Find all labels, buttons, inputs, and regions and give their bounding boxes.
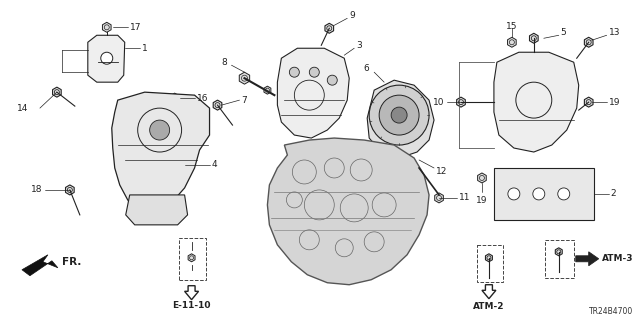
Circle shape — [533, 188, 545, 200]
Polygon shape — [584, 37, 593, 47]
Text: 19: 19 — [609, 98, 620, 107]
Polygon shape — [556, 248, 562, 256]
Text: 6: 6 — [364, 64, 369, 73]
Text: 15: 15 — [506, 22, 518, 31]
Text: 10: 10 — [433, 98, 444, 107]
Polygon shape — [482, 285, 496, 299]
Polygon shape — [584, 97, 593, 107]
Polygon shape — [457, 97, 465, 107]
Polygon shape — [486, 254, 492, 262]
Circle shape — [508, 188, 520, 200]
Polygon shape — [435, 193, 444, 203]
Text: 2: 2 — [611, 189, 616, 198]
Text: 17: 17 — [130, 23, 141, 32]
Circle shape — [289, 67, 300, 77]
Text: 4: 4 — [212, 160, 217, 169]
Polygon shape — [277, 48, 349, 138]
Text: 19: 19 — [476, 196, 488, 205]
Polygon shape — [88, 35, 125, 82]
Text: ATM-3: ATM-3 — [602, 254, 633, 263]
Polygon shape — [367, 80, 434, 158]
Polygon shape — [112, 92, 209, 215]
Bar — [545, 240, 573, 278]
Bar — [494, 168, 594, 220]
Circle shape — [150, 120, 170, 140]
Bar — [179, 238, 205, 280]
Polygon shape — [477, 173, 486, 183]
Circle shape — [327, 75, 337, 85]
Circle shape — [391, 107, 407, 123]
Text: 7: 7 — [241, 96, 247, 105]
Polygon shape — [268, 138, 429, 285]
Polygon shape — [184, 286, 198, 300]
Polygon shape — [52, 87, 61, 97]
Text: FR.: FR. — [62, 257, 81, 267]
Polygon shape — [188, 254, 195, 262]
Circle shape — [379, 95, 419, 135]
Polygon shape — [22, 255, 58, 276]
Text: 8: 8 — [221, 58, 227, 67]
Polygon shape — [125, 195, 188, 225]
Polygon shape — [213, 100, 222, 110]
Text: 16: 16 — [196, 94, 208, 103]
Polygon shape — [65, 185, 74, 195]
Text: ATM-2: ATM-2 — [473, 302, 505, 311]
Text: 5: 5 — [561, 28, 566, 37]
Circle shape — [100, 52, 113, 64]
Text: 1: 1 — [141, 44, 147, 53]
Text: TR24B4700: TR24B4700 — [589, 307, 634, 316]
Polygon shape — [102, 22, 111, 32]
Text: 14: 14 — [17, 104, 28, 113]
Text: E-11-10: E-11-10 — [172, 301, 211, 310]
Polygon shape — [576, 252, 598, 266]
Polygon shape — [508, 37, 516, 47]
Polygon shape — [170, 93, 179, 103]
Polygon shape — [529, 33, 538, 43]
Text: 12: 12 — [436, 167, 447, 176]
Circle shape — [558, 188, 570, 200]
Text: 11: 11 — [459, 193, 470, 203]
Polygon shape — [264, 86, 271, 94]
Bar — [477, 245, 503, 282]
Polygon shape — [494, 52, 579, 152]
Polygon shape — [325, 23, 333, 33]
Polygon shape — [239, 72, 250, 84]
Circle shape — [309, 67, 319, 77]
Circle shape — [369, 85, 429, 145]
Text: 9: 9 — [349, 11, 355, 20]
Text: 3: 3 — [356, 41, 362, 50]
Text: 13: 13 — [609, 28, 620, 37]
Text: 18: 18 — [31, 185, 43, 195]
